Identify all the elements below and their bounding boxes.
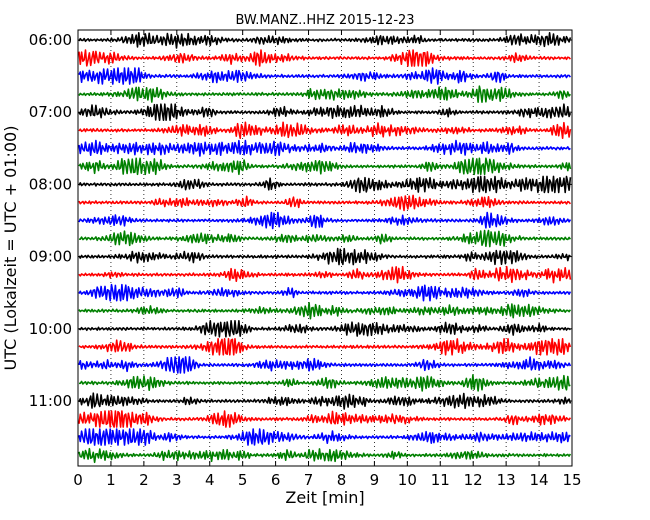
x-tick-label: 4	[205, 471, 215, 489]
y-tick-label: 11:00	[29, 392, 72, 410]
trace-0600	[78, 31, 572, 49]
x-tick-label: 15	[562, 471, 581, 489]
chart-title: BW.MANZ..HHZ 2015-12-23	[235, 13, 414, 28]
trace-0630	[78, 67, 572, 85]
x-tick-label: 12	[464, 471, 483, 489]
trace-0915	[78, 265, 572, 284]
x-tick-label: 14	[530, 471, 549, 489]
trace-0730	[78, 139, 571, 157]
x-tick-label: 11	[431, 471, 450, 489]
trace-1115	[78, 410, 572, 428]
x-tick-label: 8	[337, 471, 347, 489]
x-tick-label: 5	[238, 471, 248, 489]
x-tick-label: 0	[73, 471, 83, 489]
trace-0645	[78, 85, 572, 103]
y-tick-label: 09:00	[29, 248, 72, 266]
y-tick-label: 08:00	[29, 175, 72, 193]
trace-0945	[78, 301, 572, 320]
trace-0615	[78, 49, 571, 67]
y-axis-ticks: 06:00 07:00 08:00 09:00 10:00 11:00	[29, 31, 572, 410]
trace-0715	[78, 121, 572, 140]
trace-1030	[78, 356, 572, 374]
x-tick-label: 7	[304, 471, 314, 489]
y-axis-label: UTC (Lokalzeit = UTC + 01:00)	[1, 126, 20, 371]
trace-0800	[78, 175, 572, 194]
x-tick-label: 13	[497, 471, 516, 489]
trace-1145	[78, 447, 572, 464]
x-tick-label: 1	[106, 471, 116, 489]
trace-0815	[78, 194, 572, 212]
trace-0845	[78, 229, 572, 248]
plot-frame	[77, 29, 573, 467]
trace-1015	[78, 338, 572, 356]
trace-1130	[78, 428, 571, 446]
trace-0900	[78, 247, 571, 266]
trace-1000	[78, 320, 571, 338]
trace-1100	[78, 392, 572, 410]
x-tick-label: 6	[271, 471, 281, 489]
y-tick-label: 10:00	[29, 320, 72, 338]
x-tick-label: 10	[398, 471, 417, 489]
x-axis-label: Zeit [min]	[285, 488, 364, 507]
trace-0700	[78, 103, 572, 121]
x-tick-label: 9	[370, 471, 380, 489]
y-tick-label: 07:00	[29, 103, 72, 121]
x-tick-label: 2	[139, 471, 149, 489]
trace-1045	[78, 374, 571, 392]
trace-0930	[78, 283, 572, 302]
x-tick-label: 3	[172, 471, 182, 489]
y-tick-label: 06:00	[29, 31, 72, 49]
trace-0745	[78, 157, 572, 176]
x-axis-ticks: 0 1 2 3 4 5 6 7 8 9 10 11 12 13 14 15	[73, 30, 582, 489]
grid-lines	[110, 30, 540, 466]
trace-0830	[78, 211, 572, 230]
seismic-traces	[78, 31, 572, 464]
